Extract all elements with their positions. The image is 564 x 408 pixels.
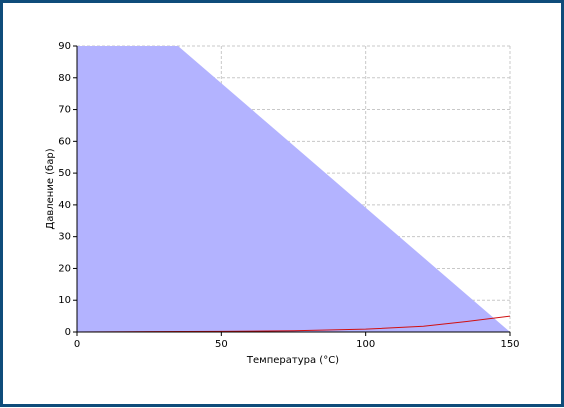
y-tick-label: 10 [58,295,71,306]
y-tick-label: 30 [58,232,71,243]
chart: Температура (°C) Давление (бар) 0 50 100 15… [45,41,520,366]
y-tick-label: 70 [58,105,71,116]
x-tick-label: 0 [74,339,80,350]
x-axis-label: Температура (°C) [246,355,339,366]
y-tick-label: 50 [58,168,71,179]
area [77,46,510,332]
x-tick-label: 50 [215,339,228,350]
x-tick-label: 100 [356,339,375,350]
y-tick-label: 40 [58,200,71,211]
y-tick-label: 20 [58,263,71,274]
y-axis-label: Давление (бар) [45,148,56,229]
x-tick-label: 150 [500,339,519,350]
y-tick-label: 90 [58,41,71,52]
y-tick-label: 60 [58,136,71,147]
y-tick-label: 0 [65,327,71,338]
y-tick-label: 80 [58,73,71,84]
